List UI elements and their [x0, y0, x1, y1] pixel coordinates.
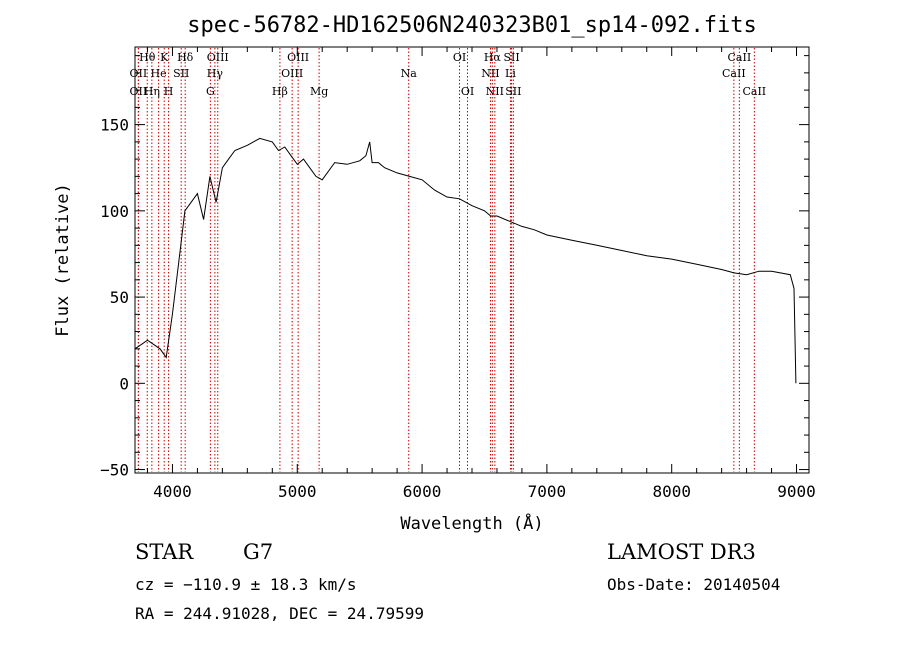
y-tick-label-0: −50	[100, 461, 129, 480]
spectral-line-label-9: OIII	[207, 51, 229, 64]
spectral-line-label-10: Hγ	[207, 67, 224, 80]
x-axis: 4000 5000 6000 7000 8000 9000	[146, 47, 816, 501]
spectral-line-label-25: CaII	[728, 51, 752, 64]
x-tick-label-2: 6000	[403, 482, 442, 501]
spectral-line-label-3: He	[151, 67, 167, 80]
spectral-line-label-13: OIII	[281, 67, 303, 80]
spectral-line-label-8: Hδ	[177, 51, 194, 64]
y-tick-label-3: 100	[100, 202, 129, 221]
spectral-line-label-5: K	[160, 51, 169, 64]
spectrum-series-line	[134, 137, 797, 384]
spectral-line-label-17: OI	[453, 51, 466, 64]
plot-frame	[134, 46, 810, 474]
spectral-line-label-7: H	[164, 85, 174, 98]
spectral-line-label-27: CaII	[742, 85, 766, 98]
spectral-line-label-18: OI	[461, 85, 474, 98]
spectral-line-label-2: OII	[130, 85, 148, 98]
chart-title: spec-56782-HD162506N240323B01_sp14-092.f…	[187, 13, 757, 38]
x-tick-label-3: 7000	[528, 482, 567, 501]
spectral-line-label-4: Hη	[144, 85, 160, 98]
spectral-line-label-15: Mg	[310, 85, 328, 98]
spectral-line-label-22: SII	[503, 51, 519, 64]
coordinates-readout: RA = 244.91028, DEC = 24.79599	[135, 604, 424, 623]
y-tick-label-4: 150	[100, 116, 129, 135]
x-tick-label-0: 4000	[153, 482, 192, 501]
obs-date-readout: Obs-Date: 20140504	[607, 575, 780, 594]
spectral-line-label-19: Hα	[484, 51, 502, 64]
y-axis: −50 0 50 100 150	[100, 55, 809, 480]
x-tick-label-1: 5000	[278, 482, 317, 501]
spectral-line-label-12: OIII	[287, 51, 309, 64]
spectral-line-label-16: Na	[401, 67, 418, 80]
redshift-readout: cz = −110.9 ± 18.3 km/s	[135, 575, 357, 594]
x-tick-label-5: 9000	[777, 482, 816, 501]
spectral-line-label-11: G	[206, 85, 215, 98]
object-subclass: G7	[243, 540, 273, 564]
object-class: STAR	[135, 540, 194, 564]
spectral-line-label-21: NII	[486, 85, 504, 98]
y-axis-label: Flux (relative)	[53, 183, 73, 337]
x-axis-label: Wavelength (Å)	[400, 512, 543, 534]
y-tick-label-1: 0	[119, 374, 129, 393]
spectral-line-label-23: Li	[505, 67, 516, 80]
spectral-line-label-26: CaII	[722, 67, 746, 80]
spectral-line-label-0: Hθ	[139, 51, 156, 64]
spectral-line-label-14: Hβ	[272, 85, 288, 98]
y-tick-label-2: 50	[110, 288, 129, 307]
spectral-line-label-20: NII	[481, 67, 499, 80]
spectral-line-label-6: SII	[173, 67, 189, 80]
x-tick-label-4: 8000	[652, 482, 691, 501]
spectral-line-label-24: SII	[505, 85, 521, 98]
survey-label: LAMOST DR3	[607, 540, 756, 564]
